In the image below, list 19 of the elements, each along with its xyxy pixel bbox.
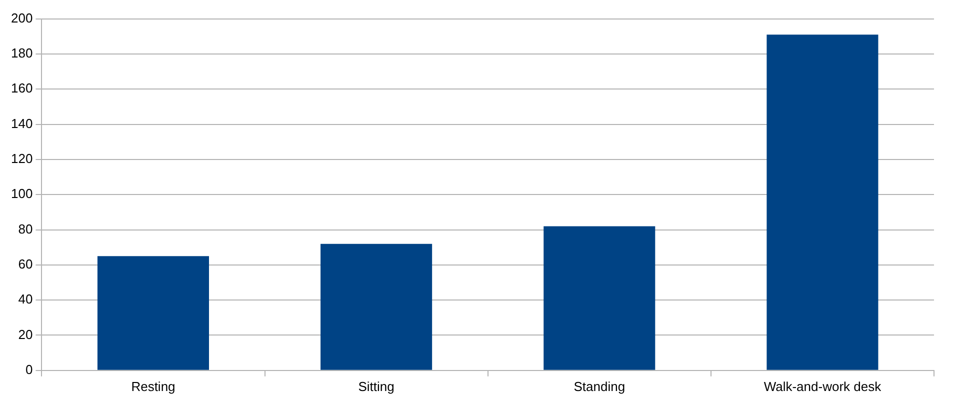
bar — [766, 34, 878, 370]
y-tick-label: 100 — [10, 186, 33, 202]
y-tick-label: 180 — [10, 46, 33, 61]
x-tick-label: Resting — [131, 378, 176, 394]
x-tick-label: Sitting — [358, 378, 394, 394]
y-tick-label: 80 — [18, 221, 33, 236]
y-tick-label: 0 — [25, 362, 33, 377]
y-tick-label: 160 — [10, 80, 33, 96]
y-tick-label: 60 — [18, 256, 33, 272]
bar — [97, 256, 209, 370]
y-tick-label: 140 — [10, 116, 33, 131]
bar — [544, 226, 656, 370]
y-tick-label: 120 — [10, 151, 33, 166]
y-tick-label: 200 — [10, 10, 33, 26]
bar — [320, 244, 432, 370]
x-tick-label: Walk-and-work desk — [764, 378, 882, 394]
x-tick-label: Standing — [574, 378, 626, 394]
y-tick-label: 20 — [18, 326, 33, 342]
y-tick-label: 40 — [18, 292, 33, 307]
